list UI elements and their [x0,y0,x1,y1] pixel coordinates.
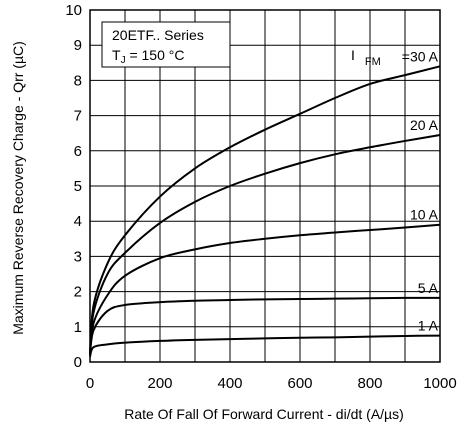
y-tick-label: 4 [74,213,82,230]
y-axis-title: Maximum Reverse Recovery Charge - Qrr (µ… [10,41,26,335]
y-tick-label: 2 [74,284,82,301]
plot-frame [89,9,441,363]
x-axis-title: Rate Of Fall Of Forward Current - di/dt … [124,406,404,422]
y-tick-labels: 0 1 2 3 4 5 6 7 8 9 10 [65,2,82,371]
annotation-temp-value: = 150 °C [126,47,185,63]
ifm-label-prefix: I FM [351,47,381,68]
x-tick-label: 0 [86,375,94,392]
y-tick-label: 6 [74,143,82,160]
annotation-box: 20ETF.. Series TJ = 150 °C [101,21,231,68]
annotation-temperature: TJ = 150 °C [112,47,184,66]
ifm-subscript: FM [365,56,381,68]
y-tick-label: 5 [74,178,82,195]
series-labels: =30 A 20 A 10 A 5 A 1 A [402,48,439,333]
y-tick-label: 1 [74,319,82,336]
x-tick-labels: 0 200 400 600 800 1000 [86,375,457,392]
curve-5a [89,296,441,356]
x-tick-label: 600 [287,375,312,392]
annotation-temp-subscript: J [121,55,126,66]
curve-30a [89,65,441,356]
y-tick-label: 8 [74,72,82,89]
curve-20a [89,133,441,356]
curve-1a [89,334,441,358]
y-tick-label: 3 [74,248,82,265]
y-tick-label: 10 [65,2,82,19]
annotation-temp-symbol: T [112,47,121,63]
ifm-symbol: I [351,47,355,63]
grid-lines [90,10,440,362]
x-tick-label: 400 [217,375,242,392]
x-tick-label: 800 [357,375,382,392]
x-tick-label: 200 [147,375,172,392]
y-tick-label: 0 [74,354,82,371]
curve-label-20a: 20 A [410,117,439,133]
series-curves [89,65,441,358]
curve-10a [89,223,441,356]
y-tick-label: 9 [74,37,82,54]
annotation-series: 20ETF.. Series [112,27,204,43]
curve-label-10a: 10 A [410,207,439,223]
curve-label-1a: 1 A [418,318,439,334]
y-tick-label: 7 [74,108,82,125]
curve-label-5a: 5 A [418,280,439,296]
curve-label-30a: =30 A [402,48,439,64]
x-tick-label: 1000 [423,375,456,392]
annotation-box-frame [101,21,231,68]
